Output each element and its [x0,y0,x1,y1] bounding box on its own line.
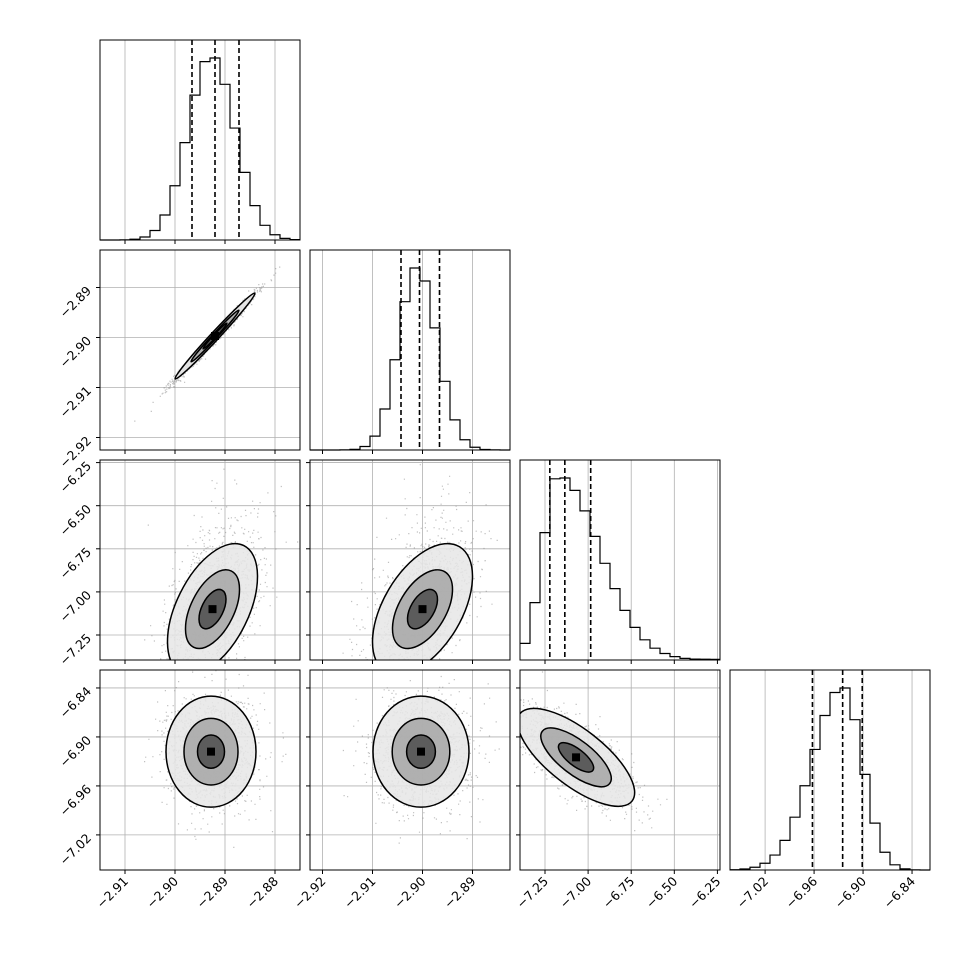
panel-frame [519,459,721,661]
x-tick-label: −2.88 [243,873,281,911]
histogram-line [730,687,930,871]
density [342,464,498,660]
panel-frame [99,669,301,871]
histogram-panel-4 [729,669,931,874]
panel-frame [99,459,301,661]
y-tick-label: −2.89 [56,283,94,321]
density-peak [207,747,215,756]
x-tick-label: −6.75 [600,874,638,912]
scatter-panel-r2-c1 [96,249,301,454]
x-tick-label: −2.92 [291,874,329,912]
panel-frame [309,459,511,661]
x-tick-label: −7.25 [513,874,551,912]
panel-frame [309,249,511,451]
y-tick-label: −2.91 [56,383,94,421]
density [144,468,299,660]
x-tick-label: −2.90 [143,873,181,911]
histogram-line [520,477,720,660]
x-tick-label: −6.84 [880,873,918,911]
histogram-line [100,57,300,241]
x-tick-label: −6.90 [831,873,869,911]
density [144,670,287,848]
y-tick-label: −6.75 [56,544,94,582]
x-tick-label: −2.89 [193,873,231,911]
y-tick-label: −6.50 [56,501,94,539]
histogram-line [310,267,510,451]
panel-frame [309,669,511,871]
x-tick-label: −6.50 [643,873,681,911]
x-tick-label: −2.91 [341,874,379,912]
density [134,266,281,422]
scatter-panel-r4-c2 [306,669,511,874]
y-tick-label: −2.90 [56,333,94,371]
x-tick-label: −6.96 [783,873,821,911]
density-peak [572,753,581,762]
y-tick-label: −7.00 [56,587,94,625]
scatter-panel-r4-c1 [96,669,301,874]
histogram-panel-3 [519,459,721,664]
y-tick-label: −7.25 [56,631,94,669]
panel-frame [99,249,301,451]
y-tick-label: −6.96 [56,781,94,819]
scatter-panel-r3-c2 [306,459,511,664]
density-peak [211,332,219,340]
scatter-panel-r3-c1 [96,459,301,664]
x-tick-label: −2.91 [93,874,131,912]
x-tick-label: −2.90 [391,873,429,911]
y-tick-label: −6.84 [56,683,94,721]
x-tick-label: −7.00 [557,873,595,911]
panel-frame [519,669,721,871]
density [520,671,672,832]
x-tick-label: −6.25 [686,874,724,912]
histogram-panel-1 [99,39,301,244]
panel-frame [729,669,931,871]
density-peak [208,605,217,614]
histogram-panel-2 [309,249,511,454]
density [342,675,500,844]
density-peak [418,605,427,614]
density-peak [417,747,425,756]
scatter-panel-r4-c3 [516,669,721,874]
panel-frame [99,39,301,241]
y-tick-label: −7.02 [56,830,94,868]
x-tick-label: −7.02 [734,874,772,912]
x-tick-label: −2.89 [441,873,479,911]
y-tick-label: −6.90 [56,732,94,770]
